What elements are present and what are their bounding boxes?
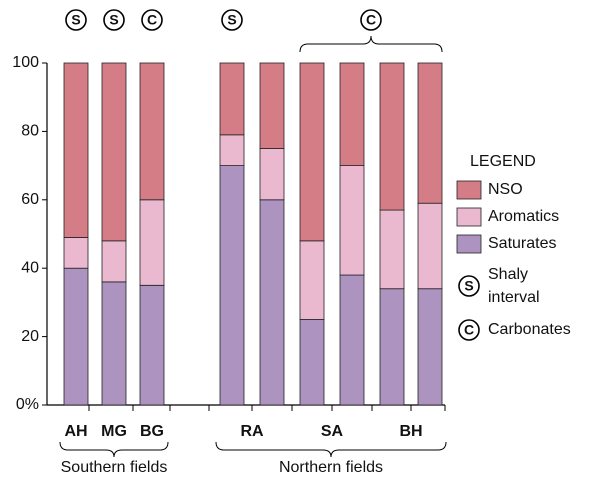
y-tick-label: 40: [21, 259, 39, 276]
bar-segment: [417, 202, 443, 290]
x-tick-label: BH: [399, 423, 422, 440]
bar-segment: [219, 134, 245, 167]
group-brace: [215, 441, 447, 458]
annotation-circle: [360, 9, 382, 31]
bar-segment: [259, 62, 285, 149]
bar-segment: [139, 62, 165, 201]
bar-segment: [417, 62, 443, 204]
bar-segment: [379, 209, 405, 290]
annotation: S: [71, 12, 80, 28]
legend-label: NSO: [488, 181, 523, 198]
y-tick-label: 100: [12, 54, 39, 71]
x-tick-label: BG: [140, 423, 164, 440]
bar-segment: [417, 288, 443, 406]
legend-label: Carbonates: [488, 321, 571, 338]
bar-segment: [139, 284, 165, 406]
x-tick-label: AH: [64, 423, 87, 440]
annotation: S: [227, 12, 236, 28]
bar-segment: [63, 267, 89, 406]
bar-segment: [379, 288, 405, 406]
annotation-circle: [141, 9, 163, 31]
annotation: C: [366, 12, 376, 28]
bar-segment: [339, 274, 365, 406]
legend-title: LEGEND: [470, 153, 536, 170]
bar-segment: [63, 237, 89, 269]
group-label: Northern fields: [279, 459, 383, 476]
annotation: S: [109, 12, 118, 28]
x-tick-label: RA: [240, 423, 264, 440]
bracket: [299, 35, 443, 53]
y-tick-label: 60: [21, 191, 39, 208]
legend-label: Shaly interval: [488, 266, 540, 306]
y-tick-label: 0%: [16, 396, 39, 413]
bar-segment: [101, 62, 127, 242]
bar-segment: [139, 199, 165, 286]
legend-symbol: S: [464, 278, 473, 294]
bar-segment: [299, 240, 325, 320]
bar-segment: [299, 319, 325, 406]
legend-swatch: [456, 207, 482, 227]
bar-segment: [259, 148, 285, 201]
bar-segment: [259, 199, 285, 406]
group-label: Southern fields: [61, 459, 168, 476]
bar-segment: [101, 281, 127, 406]
bar-segment: [379, 62, 405, 211]
annotation-circle: [221, 9, 243, 31]
legend-swatch: [456, 234, 482, 254]
legend-swatch: [456, 180, 482, 200]
legend-symbol-circle: [458, 275, 480, 297]
bar-segment: [299, 62, 325, 242]
bar-segment: [219, 165, 245, 406]
bar-segment: [219, 62, 245, 136]
legend-label: Aromatics: [488, 208, 559, 225]
legend-symbol: C: [464, 322, 474, 338]
bar-segment: [63, 62, 89, 238]
y-tick-label: 20: [21, 328, 39, 345]
x-tick-label: MG: [101, 423, 127, 440]
y-tick-label: 80: [21, 123, 39, 140]
annotation-circle: [65, 9, 87, 31]
bar-segment: [101, 240, 127, 283]
annotation: C: [147, 12, 157, 28]
bar-segment: [339, 62, 365, 166]
x-tick-label: SA: [321, 423, 344, 440]
legend-label: Saturates: [488, 235, 556, 252]
group-brace: [59, 441, 169, 458]
bar-segment: [339, 165, 365, 276]
annotation-circle: [103, 9, 125, 31]
legend-symbol-circle: [458, 319, 480, 341]
